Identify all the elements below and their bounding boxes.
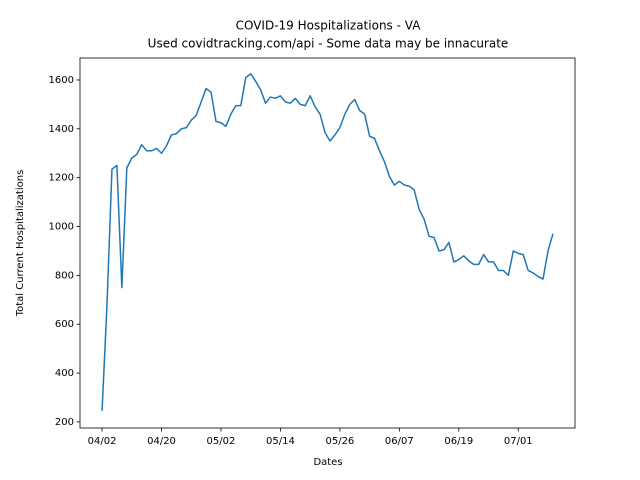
x-tick-label: 04/20 <box>147 436 176 447</box>
x-axis-label: Dates <box>313 457 342 468</box>
y-tick-label: 1200 <box>49 173 74 184</box>
chart-subtitle: Used covidtracking.com/api - Some data m… <box>148 37 509 51</box>
x-tick-label: 07/01 <box>504 436 533 447</box>
chart-title: COVID-19 Hospitalizations - VA <box>236 19 422 33</box>
y-tick-label: 800 <box>55 270 74 281</box>
x-tick-label: 04/02 <box>88 436 117 447</box>
y-tick-label: 1400 <box>49 124 74 135</box>
y-tick-label: 400 <box>55 368 74 379</box>
y-axis-label: Total Current Hospitalizations <box>15 170 26 318</box>
x-tick-label: 05/02 <box>207 436 236 447</box>
y-tick-label: 600 <box>55 319 74 330</box>
y-tick-label: 200 <box>55 417 74 428</box>
x-tick-label: 05/14 <box>266 436 295 447</box>
y-tick-label: 1000 <box>49 222 74 233</box>
x-tick-label: 05/26 <box>325 436 354 447</box>
data-line <box>101 73 554 411</box>
plot-frame <box>79 57 576 429</box>
y-tick-label: 1600 <box>49 75 74 86</box>
x-tick-label: 06/19 <box>444 436 473 447</box>
x-tick-label: 06/07 <box>385 436 414 447</box>
